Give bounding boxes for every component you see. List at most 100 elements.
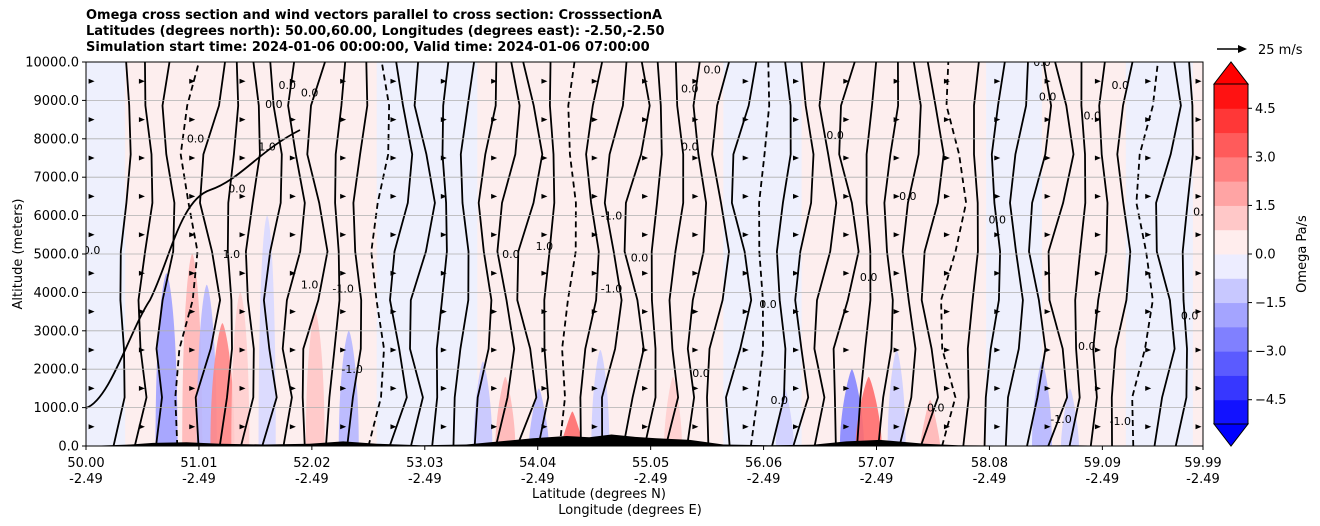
- wind-vector: [843, 309, 850, 315]
- wind-vector: [793, 232, 800, 238]
- omega-band: [1031, 361, 1052, 446]
- wind-vector: [1195, 270, 1202, 276]
- wind-vector: [541, 78, 548, 84]
- wind-vector: [541, 155, 548, 161]
- omega-contour: [346, 62, 369, 446]
- wind-vector: [793, 155, 800, 161]
- x-tick-label-lon: -2.49: [295, 472, 329, 487]
- wind-vector: [390, 347, 397, 353]
- omega-contour: [725, 62, 758, 446]
- omega-contour: [261, 62, 283, 446]
- wind-vector: [1195, 347, 1202, 353]
- wind-vector: [541, 193, 548, 199]
- wind-vector: [491, 155, 498, 161]
- wind-vector: [491, 193, 498, 199]
- wind-vector: [440, 385, 447, 391]
- wind-vector: [692, 232, 699, 238]
- wind-vector: [793, 117, 800, 123]
- colorbar-tick-label: −1.5: [1255, 296, 1287, 311]
- wind-vector: [692, 155, 699, 161]
- wind-vector: [642, 385, 649, 391]
- wind-vector: [642, 232, 649, 238]
- wind-vector: [893, 270, 900, 276]
- wind-vector: [843, 232, 850, 238]
- x-tick-label-lat: 54.04: [519, 456, 556, 471]
- wind-vector: [88, 232, 95, 238]
- wind-vector: [340, 117, 347, 123]
- wind-vector: [843, 193, 850, 199]
- wind-vector: [189, 193, 196, 199]
- wind-vector: [893, 347, 900, 353]
- wind-vector: [390, 193, 397, 199]
- omega-contour: [194, 62, 226, 446]
- wind-vector: [440, 193, 447, 199]
- wind-vector: [440, 155, 447, 161]
- wind-vector: [742, 78, 749, 84]
- wind-vector: [491, 347, 498, 353]
- colorbar-bin: [1214, 278, 1248, 304]
- wind-vector: [1145, 270, 1152, 276]
- wind-vector: [189, 117, 196, 123]
- wind-vector: [88, 385, 95, 391]
- contour-label: 0.0: [83, 244, 101, 257]
- wind-vector: [239, 155, 246, 161]
- wind-vector: [943, 424, 950, 430]
- wind-vector: [440, 424, 447, 430]
- y-axis-label: Altitude (meters): [11, 199, 26, 310]
- wind-vector: [642, 270, 649, 276]
- wind-vector: [591, 385, 598, 391]
- omega-contour: [940, 62, 968, 446]
- wind-vector: [491, 424, 498, 430]
- omega-contour: [495, 62, 521, 446]
- wind-vector: [138, 232, 145, 238]
- wind-vector: [843, 385, 850, 391]
- colorbar-extend-high: [1212, 61, 1250, 85]
- omega-contour: [516, 62, 544, 446]
- wind-vector: [138, 385, 145, 391]
- wind-vector: [1094, 155, 1101, 161]
- wind-vector: [1195, 193, 1202, 199]
- omega-contour: [240, 62, 261, 446]
- wind-vector: [390, 270, 397, 276]
- x-tick-label-lat: 59.09: [1084, 456, 1121, 471]
- wind-vector: [742, 385, 749, 391]
- y-tick-label: 2000.0: [34, 363, 80, 378]
- wind-vector: [692, 78, 699, 84]
- omega-contour: [706, 62, 730, 446]
- colorbar-bin: [1214, 108, 1248, 134]
- omega-contour: [622, 62, 651, 446]
- wind-vector: [843, 347, 850, 353]
- wind-vector: [289, 424, 296, 430]
- wind-vector: [440, 309, 447, 315]
- colorbar-tick-label: −3.0: [1255, 345, 1287, 360]
- wind-vector: [1044, 347, 1051, 353]
- wind-vector: [742, 270, 749, 276]
- contour-label: -1.0: [1110, 415, 1131, 428]
- x-tick-label-lat: 55.05: [632, 456, 669, 471]
- colorbar-bin: [1214, 326, 1248, 352]
- wind-vector: [793, 347, 800, 353]
- wind-vector: [893, 385, 900, 391]
- contour-label: 1.0: [536, 240, 554, 253]
- omega-contour: [665, 62, 685, 446]
- wind-vector: [591, 232, 598, 238]
- omega-contour: [1153, 62, 1182, 446]
- wind-vector: [88, 270, 95, 276]
- wind-vector: [1145, 424, 1152, 430]
- wind-vector: [591, 347, 598, 353]
- wind-vector: [1145, 155, 1152, 161]
- x-tick-label-lat: 52.02: [293, 456, 330, 471]
- wind-vector: [138, 347, 145, 353]
- wind-vector: [239, 193, 246, 199]
- wind-vector: [742, 155, 749, 161]
- chart-title-line-3: Simulation start time: 2024-01-06 00:00:…: [86, 40, 650, 55]
- wind-vector: [491, 117, 498, 123]
- wind-vector: [793, 424, 800, 430]
- omega-contour: [1110, 62, 1134, 446]
- contour-label: 1.0: [223, 248, 241, 261]
- wind-vector: [943, 270, 950, 276]
- y-tick-label: 1000.0: [34, 401, 80, 416]
- wind-vector: [491, 78, 498, 84]
- omega-band: [473, 361, 493, 446]
- wind-vector: [994, 78, 1001, 84]
